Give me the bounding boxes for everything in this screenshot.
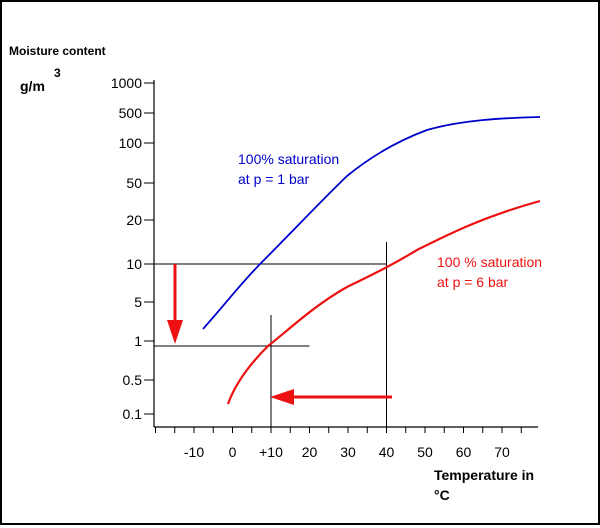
y-axis-unit: g/m [20,78,45,94]
arrow-down-head [167,320,183,344]
x-tick-label-6: 50 [417,444,433,460]
labels: Moisture content g/m 3 Temperature in °C… [9,44,542,503]
y-tick-label-5: 20 [126,212,142,228]
series-2-label-line1: 100 % saturation [437,254,542,270]
x-tick-label-4: 30 [340,444,356,460]
series-1-curve [202,116,541,330]
y-tick-label-3: 5 [134,294,142,310]
y-tick-label-2: 1 [134,333,142,349]
y-tick-label-1: 0.5 [123,372,143,388]
y-tick-label-7: 100 [119,135,143,151]
x-axis-unit: °C [434,487,450,503]
y-axis-title: Moisture content [9,44,106,58]
series-2-label-line2: at p = 6 bar [437,274,509,290]
y-tick-label-4: 10 [126,256,142,272]
curves [202,116,541,405]
axes: 0.1 0.5 1 5 10 20 50 100 500 1000 -10 0 +10 20 30 40 50 6… [111,75,538,460]
arrow-left-head [270,389,294,405]
y-tick-label-6: 50 [126,175,142,191]
reference-lines [154,242,387,427]
x-tick-label-1: 0 [229,444,237,460]
series-2-curve [226,199,541,405]
x-tick-label-8: 70 [494,444,510,460]
y-tick-label-8: 500 [119,105,143,121]
arrows [167,264,392,405]
x-tick-label-2: +10 [259,444,283,460]
x-tick-label-3: 20 [302,444,318,460]
y-tick-label-0: 0.1 [123,406,143,422]
y-tick-label-9: 1000 [111,75,142,91]
x-tick-label-0: -10 [184,444,204,460]
x-axis-title: Temperature in [434,467,534,483]
x-tick-label-7: 60 [456,444,472,460]
y-axis-unit-base: g/m [20,78,45,94]
series-1-label-line1: 100% saturation [238,151,339,167]
series-1-label-line2: at p = 1 bar [238,171,310,187]
y-axis-unit-exponent: 3 [54,66,61,80]
x-tick-label-5: 40 [379,444,395,460]
